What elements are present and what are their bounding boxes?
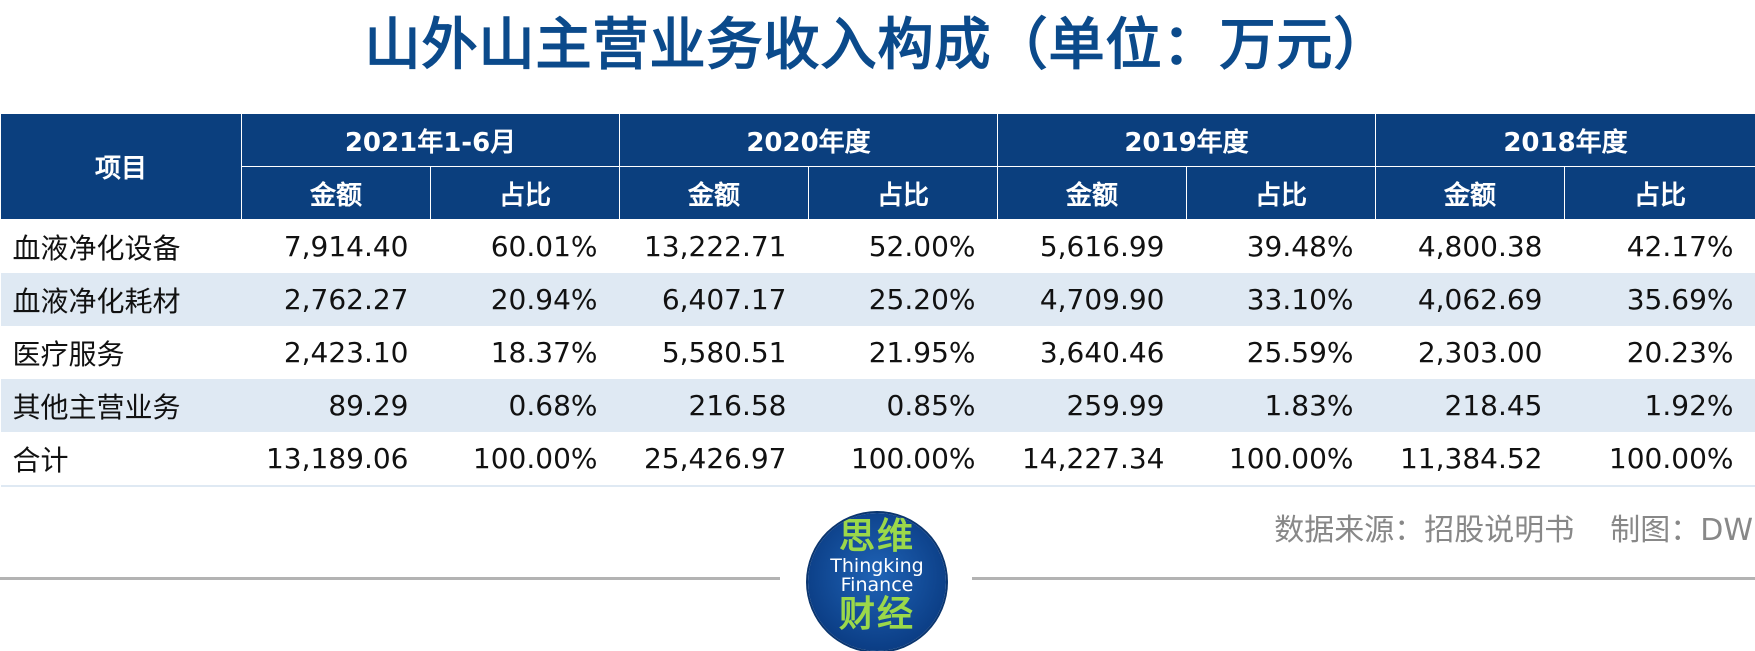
period-header: 2020年度 xyxy=(620,114,998,167)
amount-cell: 25,426.97 xyxy=(620,432,809,486)
amount-cell: 5,616.99 xyxy=(998,220,1187,274)
amount-cell: 13,222.71 xyxy=(620,220,809,274)
amount-cell: 89.29 xyxy=(242,379,431,432)
share-cell: 100.00% xyxy=(1187,432,1376,486)
logo-english-line2: Finance xyxy=(808,576,946,595)
amount-cell: 11,384.52 xyxy=(1376,432,1565,486)
share-cell: 0.85% xyxy=(809,379,998,432)
share-cell: 60.01% xyxy=(431,220,620,274)
row-item-label: 其他主营业务 xyxy=(1,379,242,432)
revenue-table: 项目 2021年1-6月 2020年度 2019年度 2018年度 金额 占比 … xyxy=(0,113,1755,487)
period-header: 2018年度 xyxy=(1376,114,1755,167)
share-cell: 33.10% xyxy=(1187,273,1376,326)
row-item-label: 血液净化耗材 xyxy=(1,273,242,326)
logo-chinese-top: 思维 xyxy=(808,517,946,557)
amount-cell: 3,640.46 xyxy=(998,326,1187,379)
share-cell: 21.95% xyxy=(809,326,998,379)
share-cell: 100.00% xyxy=(1565,432,1755,486)
footer-divider-right xyxy=(972,577,1755,580)
amount-cell: 4,709.90 xyxy=(998,273,1187,326)
share-cell: 1.92% xyxy=(1565,379,1755,432)
share-cell: 25.59% xyxy=(1187,326,1376,379)
amount-cell: 2,303.00 xyxy=(1376,326,1565,379)
share-header: 占比 xyxy=(809,167,998,220)
amount-header: 金额 xyxy=(242,167,431,220)
share-cell: 0.68% xyxy=(431,379,620,432)
amount-header: 金额 xyxy=(1376,167,1565,220)
logo-chinese-bottom: 财经 xyxy=(808,595,946,635)
share-header: 占比 xyxy=(1565,167,1755,220)
amount-header: 金额 xyxy=(620,167,809,220)
period-header: 2019年度 xyxy=(998,114,1376,167)
share-cell: 25.20% xyxy=(809,273,998,326)
amount-cell: 259.99 xyxy=(998,379,1187,432)
share-cell: 100.00% xyxy=(809,432,998,486)
amount-cell: 216.58 xyxy=(620,379,809,432)
share-cell: 42.17% xyxy=(1565,220,1755,274)
share-cell: 1.83% xyxy=(1187,379,1376,432)
period-header: 2021年1-6月 xyxy=(242,114,620,167)
amount-cell: 5,580.51 xyxy=(620,326,809,379)
data-source-label: 数据来源：招股说明书 xyxy=(1274,513,1574,548)
share-cell: 39.48% xyxy=(1187,220,1376,274)
share-cell: 52.00% xyxy=(809,220,998,274)
share-header: 占比 xyxy=(431,167,620,220)
row-item-label: 合计 xyxy=(1,432,242,486)
amount-cell: 6,407.17 xyxy=(620,273,809,326)
share-cell: 20.23% xyxy=(1565,326,1755,379)
amount-cell: 2,762.27 xyxy=(242,273,431,326)
share-header: 占比 xyxy=(1187,167,1376,220)
share-cell: 100.00% xyxy=(431,432,620,486)
row-item-label: 医疗服务 xyxy=(1,326,242,379)
thinking-finance-logo: 思维 Thingking Finance 财经 xyxy=(808,513,946,651)
amount-cell: 4,062.69 xyxy=(1376,273,1565,326)
amount-cell: 13,189.06 xyxy=(242,432,431,486)
item-header: 项目 xyxy=(1,114,242,220)
amount-cell: 7,914.40 xyxy=(242,220,431,274)
amount-cell: 14,227.34 xyxy=(998,432,1187,486)
amount-header: 金额 xyxy=(998,167,1187,220)
header-row-periods: 项目 2021年1-6月 2020年度 2019年度 2018年度 xyxy=(1,114,1755,167)
header-row-subheaders: 金额 占比 金额 占比 金额 占比 金额 占比 xyxy=(1,167,1755,220)
footer-credits: 数据来源：招股说明书 制图：DW xyxy=(1274,505,1753,549)
amount-cell: 218.45 xyxy=(1376,379,1565,432)
page-title: 山外山主营业务收入构成（单位：万元） xyxy=(0,6,1755,86)
amount-cell: 2,423.10 xyxy=(242,326,431,379)
chart-credit-label: 制图：DW xyxy=(1610,513,1753,548)
footer-divider-left xyxy=(0,577,780,580)
share-cell: 20.94% xyxy=(431,273,620,326)
row-item-label: 血液净化设备 xyxy=(1,220,242,274)
share-cell: 35.69% xyxy=(1565,273,1755,326)
amount-cell: 4,800.38 xyxy=(1376,220,1565,274)
share-cell: 18.37% xyxy=(431,326,620,379)
